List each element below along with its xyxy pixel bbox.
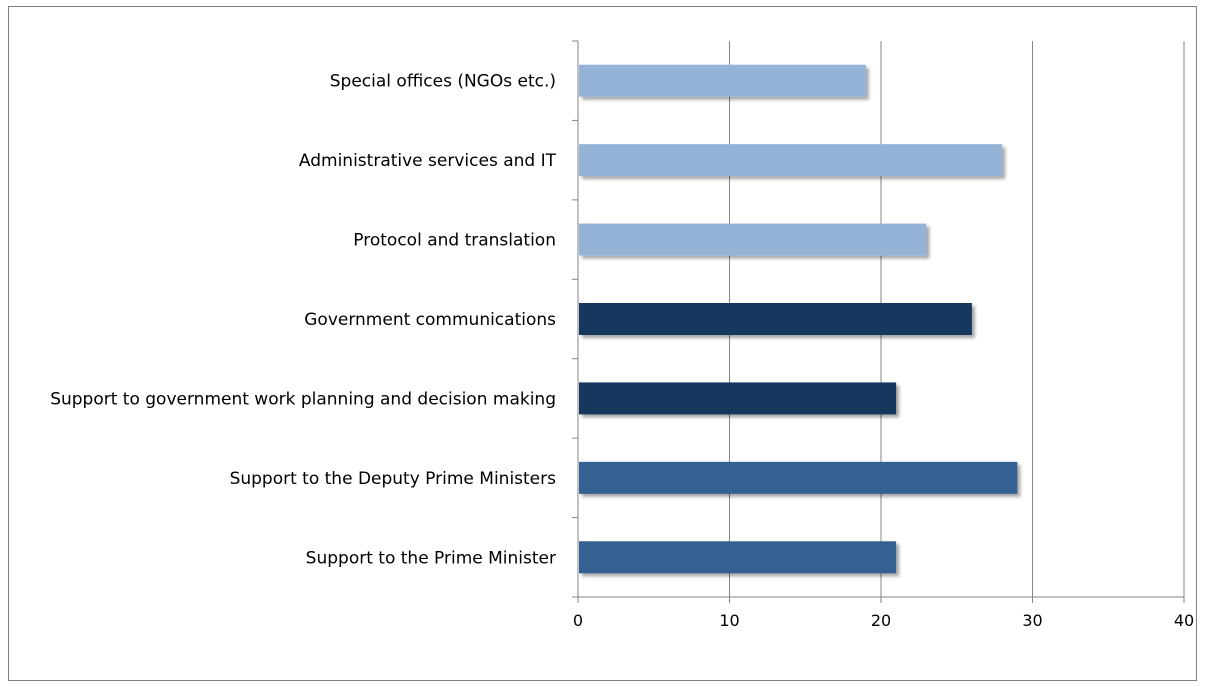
x-tick-label: 0 [573, 611, 583, 630]
category-label: Protocol and translation [353, 231, 556, 251]
bar [579, 541, 897, 574]
category-label: Support to the Prime Minister [306, 548, 556, 568]
bar [579, 382, 897, 415]
x-tick-labels: 0 10 20 30 40 [573, 611, 1194, 630]
x-tick-label: 30 [1022, 611, 1042, 630]
bar [579, 223, 927, 256]
category-labels: Special offices (NGOs etc.) Administrativ… [50, 72, 556, 569]
category-label: Support to the Deputy Prime Ministers [230, 469, 557, 489]
category-label: Support to government work planning and … [50, 389, 556, 409]
category-label: Government communications [304, 310, 556, 330]
bars [579, 64, 1018, 574]
category-label: Special offices (NGOs etc.) [330, 72, 556, 92]
bar [579, 461, 1018, 494]
bar [579, 303, 972, 335]
bar [579, 64, 866, 97]
x-tick-label: 20 [871, 611, 891, 630]
category-label: Administrative services and IT [299, 151, 557, 171]
bar [579, 144, 1003, 177]
x-tick-label: 40 [1174, 611, 1194, 630]
x-tick-label: 10 [719, 611, 739, 630]
axes [572, 40, 1185, 603]
